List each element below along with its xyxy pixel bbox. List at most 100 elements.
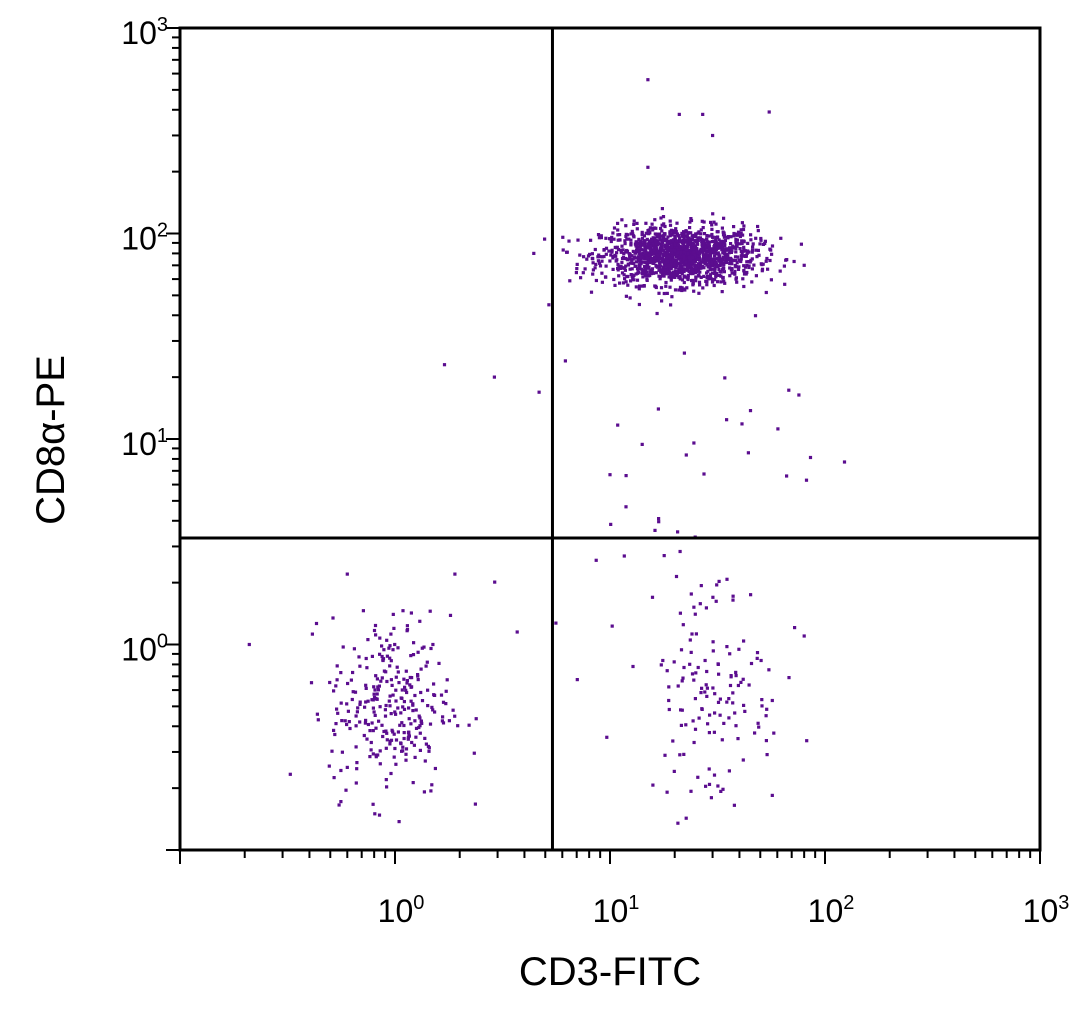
data-point [678,265,682,269]
data-point [689,218,694,223]
data-point [690,261,694,265]
data-point [750,248,755,252]
data-point [664,280,668,285]
data-point [730,267,734,271]
data-point [756,248,760,252]
data-point [399,742,403,746]
data-point [402,736,406,741]
data-point [596,255,600,259]
data-point [599,236,603,240]
data-point [611,267,615,271]
data-point [698,262,703,266]
data-point [750,280,754,284]
data-point [697,262,701,266]
data-point [702,266,706,270]
data-point [640,442,644,446]
data-point [670,295,674,299]
data-point [712,258,716,262]
data-point [453,714,457,718]
data-point [713,266,717,270]
data-point [666,235,670,239]
data-point [665,267,669,271]
data-point [808,455,813,460]
data-point [687,255,691,259]
data-point [578,253,582,257]
data-point [657,259,661,263]
data-point [394,675,398,679]
data-point [404,747,409,751]
data-point [747,683,751,687]
data-point [411,703,415,707]
data-point [385,785,389,789]
data-point [676,821,680,825]
data-point [339,671,343,675]
data-point [720,290,724,294]
data-point [694,232,698,236]
data-point [712,251,716,255]
data-point [620,256,625,261]
data-point [640,271,644,275]
data-point [659,226,663,231]
data-point [594,558,598,562]
data-point [374,674,378,678]
data-point [778,269,782,273]
data-point [674,239,679,243]
data-point [710,267,714,271]
data-point [668,239,672,244]
data-point [676,247,681,251]
data-point [351,690,355,694]
data-point [673,235,677,239]
data-point [688,262,692,266]
data-point [388,664,392,668]
data-point [309,681,314,685]
data-point [703,253,707,257]
data-point [354,724,358,728]
data-point [667,248,671,252]
data-point [705,262,709,266]
data-point [711,649,715,653]
data-point [707,256,711,261]
data-point [380,723,384,727]
data-point [695,246,699,250]
data-point [725,260,729,265]
data-point [693,267,697,272]
data-point [575,678,579,682]
data-point [721,787,725,791]
data-point [412,743,416,747]
data-point [663,224,667,229]
data-point [663,271,667,275]
data-point [712,730,716,734]
data-point [685,238,689,242]
data-point [644,249,648,253]
data-point [749,233,753,237]
data-point [602,248,606,252]
data-point [354,714,358,718]
data-point [711,640,715,644]
data-point [676,530,680,534]
data-point [316,718,320,722]
data-point [763,239,767,243]
data-point [649,244,653,248]
data-point [713,269,717,273]
data-point [647,253,651,257]
data-point [685,234,689,238]
data-point [424,742,428,746]
data-point [631,257,635,261]
data-point [718,697,722,701]
data-point [391,612,395,616]
data-point [714,222,718,226]
data-point [411,709,415,713]
data-point [427,746,431,750]
data-point [738,234,742,239]
x-tick-label: 101 [593,892,640,929]
data-point [409,654,413,658]
data-point [687,249,691,253]
data-point [590,252,594,256]
data-point [689,650,693,654]
data-point [372,710,376,714]
data-point [393,710,397,714]
data-point [399,711,403,715]
data-point [626,274,630,279]
data-point [735,244,739,248]
data-point [600,271,604,275]
